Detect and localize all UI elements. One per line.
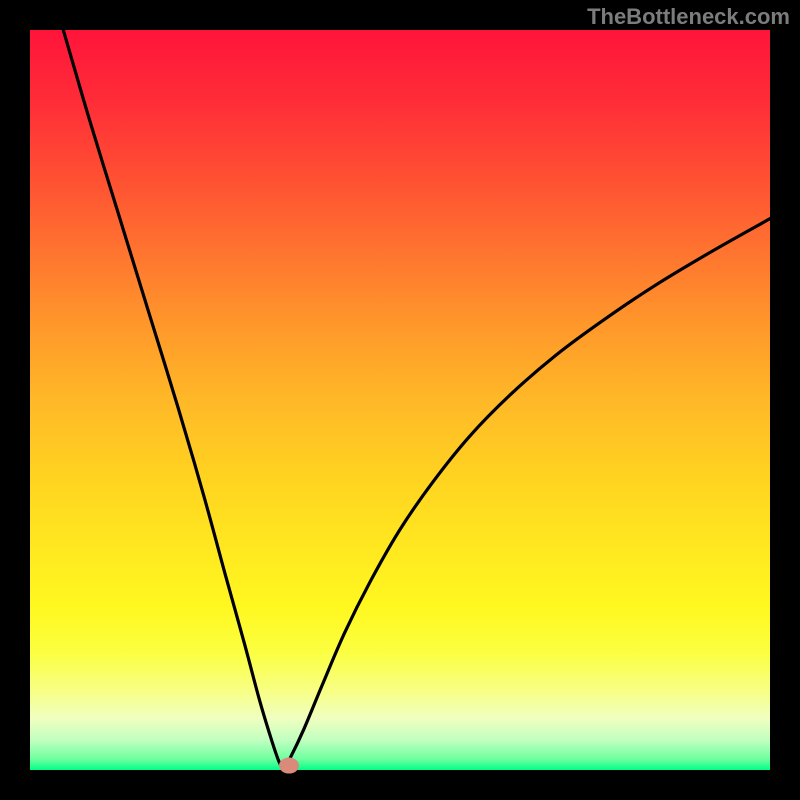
optimal-marker [279, 758, 299, 774]
gradient-background [30, 30, 770, 770]
watermark-text: TheBottleneck.com [587, 4, 790, 30]
bottleneck-chart-svg [0, 0, 800, 800]
chart-container: TheBottleneck.com [0, 0, 800, 800]
